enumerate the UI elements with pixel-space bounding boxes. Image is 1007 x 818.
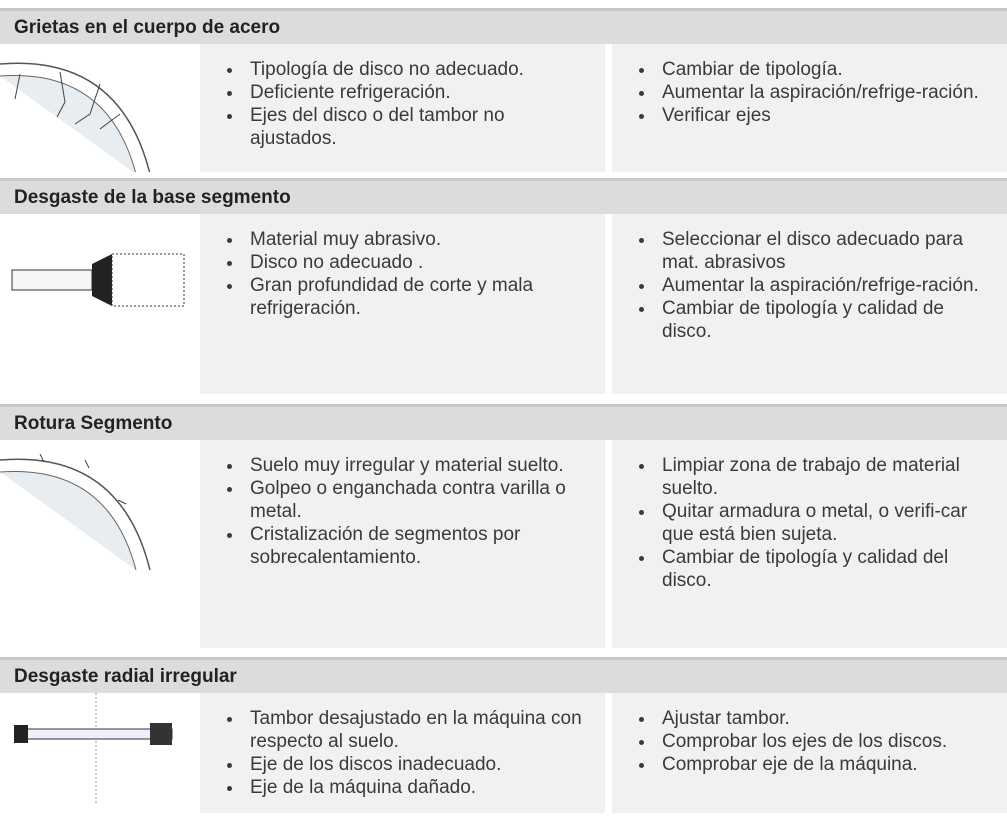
list-item: Eje de la máquina dañado. — [244, 776, 595, 799]
list-item: Cambiar de tipología y calidad de disco. — [656, 297, 997, 343]
list-item: Deficiente refrigeración. — [244, 81, 595, 104]
list-item: Cambiar de tipología y calidad del disco… — [656, 546, 997, 592]
list-item: Tambor desajustado en la máquina con res… — [244, 707, 595, 753]
solutions-cell: Limpiar zona de trabajo de material suel… — [612, 440, 1007, 648]
list-item: Cristalización de segmentos por sobrecal… — [244, 523, 595, 569]
solutions-list: Ajustar tambor.Comprobar los ejes de los… — [622, 707, 997, 776]
list-item: Quitar armadura o metal, o verifi-car qu… — [656, 500, 997, 546]
causes-list: Tambor desajustado en la máquina con res… — [210, 707, 595, 799]
list-item: Comprobar eje de la máquina. — [656, 753, 997, 776]
list-item: Comprobar los ejes de los discos. — [656, 730, 997, 753]
list-item: Aumentar la aspiración/refrige-ración. — [656, 274, 997, 297]
causes-list: Material muy abrasivo.Disco no adecuado … — [210, 228, 595, 320]
causes-list: Suelo muy irregular y material suelto.Go… — [210, 454, 595, 569]
illustration — [0, 44, 196, 175]
drawing — [14, 693, 173, 803]
solutions-cell: Cambiar de tipología.Aumentar la aspirac… — [612, 44, 1007, 172]
illustration — [0, 693, 196, 813]
list-item: Eje de los discos inadecuado. — [244, 753, 595, 776]
list-item: Cambiar de tipología. — [656, 58, 997, 81]
causes-cell: Suelo muy irregular y material suelto.Go… — [200, 440, 605, 648]
drawing — [0, 62, 151, 175]
solutions-cell: Ajustar tambor.Comprobar los ejes de los… — [612, 693, 1007, 813]
drawing — [0, 453, 151, 571]
illustration — [0, 214, 196, 394]
solutions-cell: Seleccionar el disco adecuado para mat. … — [612, 214, 1007, 394]
list-item: Limpiar zona de trabajo de material suel… — [656, 454, 997, 500]
solutions-list: Seleccionar el disco adecuado para mat. … — [622, 228, 997, 343]
list-item: Ejes del disco o del tambor no ajustados… — [244, 104, 595, 150]
illustration — [0, 440, 196, 648]
list-item: Aumentar la aspiración/refrige-ración. — [656, 81, 997, 104]
causes-list: Tipología de disco no adecuado.Deficient… — [210, 58, 595, 150]
drawing — [11, 253, 185, 307]
causes-cell: Tambor desajustado en la máquina con res… — [200, 693, 605, 813]
list-item: Tipología de disco no adecuado. — [244, 58, 595, 81]
section-header: Desgaste radial irregular — [0, 657, 1007, 693]
solutions-list: Limpiar zona de trabajo de material suel… — [622, 454, 997, 592]
solutions-list: Cambiar de tipología.Aumentar la aspirac… — [622, 58, 997, 127]
list-item: Verificar ejes — [656, 104, 997, 127]
list-item: Ajustar tambor. — [656, 707, 997, 730]
list-item: Disco no adecuado . — [244, 251, 595, 274]
causes-cell: Material muy abrasivo.Disco no adecuado … — [200, 214, 605, 394]
section-header: Rotura Segmento — [0, 404, 1007, 440]
causes-cell: Tipología de disco no adecuado.Deficient… — [200, 44, 605, 172]
section-header: Desgaste de la base segmento — [0, 178, 1007, 214]
list-item: Seleccionar el disco adecuado para mat. … — [656, 228, 997, 274]
section-header: Grietas en el cuerpo de acero — [0, 8, 1007, 44]
list-item: Material muy abrasivo. — [244, 228, 595, 251]
list-item: Suelo muy irregular y material suelto. — [244, 454, 595, 477]
list-item: Golpeo o enganchada contra varilla o met… — [244, 477, 595, 523]
list-item: Gran profundidad de corte y mala refrige… — [244, 274, 595, 320]
